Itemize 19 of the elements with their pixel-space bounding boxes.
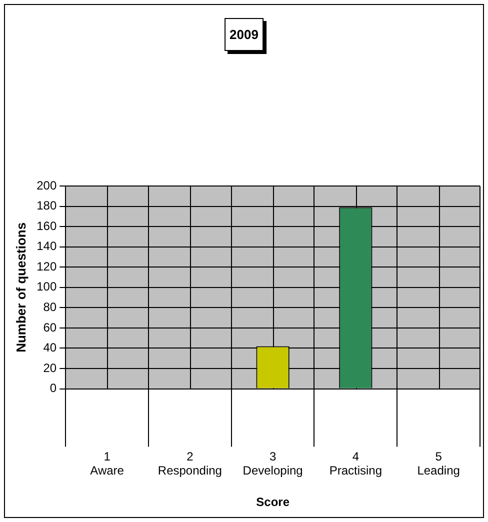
y-tick-label: 20 <box>43 360 57 375</box>
y-tick-label: 40 <box>43 340 57 355</box>
y-tick-label: 160 <box>36 218 57 233</box>
y-tick-label: 60 <box>43 320 57 334</box>
y-tick-label: 140 <box>36 239 57 254</box>
chart-title: 2009 <box>224 18 264 51</box>
y-tick-label: 200 <box>36 178 57 192</box>
x-tick-label: 1 Aware <box>90 449 124 478</box>
y-tick-label: 80 <box>43 300 57 314</box>
x-axis-title: Score <box>256 495 290 510</box>
y-tick-label: 0 <box>50 381 57 396</box>
x-tick-label: 5 Leading <box>417 449 460 478</box>
y-tick-label: 120 <box>36 259 57 274</box>
y-tick-label: 100 <box>36 280 57 294</box>
y-axis-title: Number of questions <box>13 222 28 352</box>
x-tick-label: 4 Practising <box>329 449 382 478</box>
y-tick-label: 180 <box>36 198 57 213</box>
x-tick-label: 2 Responding <box>158 449 222 478</box>
x-tick-label: 3 Developing <box>242 449 303 478</box>
